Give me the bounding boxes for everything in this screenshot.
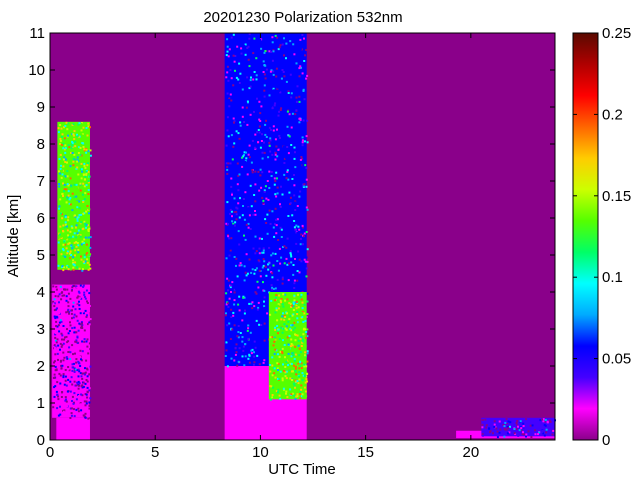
region-7 bbox=[481, 417, 556, 439]
colorbar-tick-label: 0 bbox=[602, 432, 610, 449]
y-axis: 0 1 2 3 4 5 6 7 8 9 10 11 bbox=[28, 25, 555, 449]
y-tick-label: 0 bbox=[37, 432, 45, 449]
colorbar-tick-label: 0.2 bbox=[602, 106, 623, 123]
x-tick-label: 15 bbox=[357, 444, 374, 461]
y-tick-label: 4 bbox=[37, 284, 45, 301]
x-tick-label: 20 bbox=[462, 444, 479, 461]
region-1 bbox=[52, 284, 92, 420]
colorbar-tick-label: 0.05 bbox=[602, 351, 631, 368]
y-tick-label: 11 bbox=[29, 25, 45, 42]
y-axis-label: Altitude [km] bbox=[5, 195, 22, 278]
y-tick-label: 3 bbox=[37, 321, 45, 338]
region-0 bbox=[56, 417, 90, 440]
x-tick-label: 0 bbox=[46, 444, 54, 461]
region-2 bbox=[57, 121, 92, 272]
y-tick-label: 1 bbox=[37, 395, 45, 412]
y-tick-label: 10 bbox=[28, 62, 45, 79]
y-tick-label: 7 bbox=[37, 173, 45, 190]
y-tick-label: 2 bbox=[37, 358, 45, 375]
colorbar-tick-label: 0.1 bbox=[602, 269, 623, 286]
x-tick-label: 10 bbox=[252, 444, 269, 461]
x-tick-label: 5 bbox=[151, 444, 159, 461]
data-regions bbox=[52, 33, 556, 440]
y-tick-label: 5 bbox=[37, 247, 45, 264]
y-tick-label: 9 bbox=[37, 99, 45, 116]
colorbar bbox=[572, 32, 599, 441]
colorbar-tick-label: 0.15 bbox=[602, 188, 631, 205]
chart-title: 20201230 Polarization 532nm bbox=[203, 9, 402, 26]
y-tick-label: 6 bbox=[37, 210, 45, 227]
x-axis-label: UTC Time bbox=[268, 461, 336, 478]
y-tick-label: 8 bbox=[37, 136, 45, 153]
plot-frame bbox=[49, 32, 556, 441]
x-axis: 0 5 10 15 20 bbox=[46, 33, 479, 461]
colorbar-tick-label: 0.25 bbox=[602, 25, 631, 42]
colorbar-axis: 0 0.05 0.1 0.15 0.2 0.25 bbox=[573, 25, 631, 449]
region-5 bbox=[268, 292, 309, 401]
